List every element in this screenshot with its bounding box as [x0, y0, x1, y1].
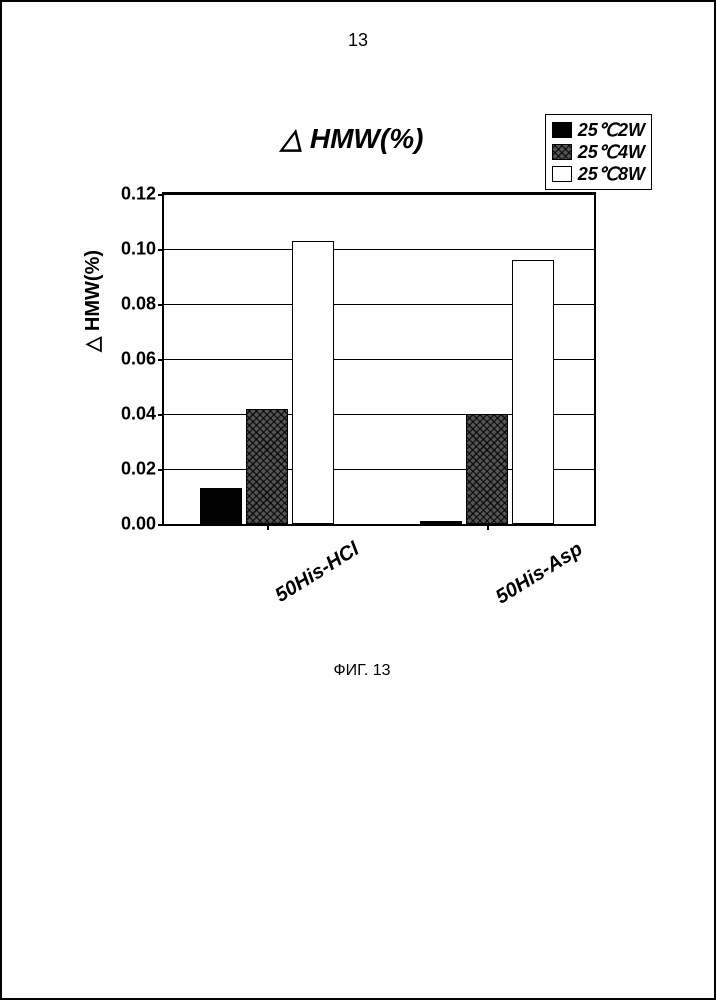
bar	[246, 409, 288, 525]
bar	[512, 260, 554, 524]
legend-item: 25℃2W	[552, 119, 645, 141]
category-label: 50His-HCl	[271, 538, 363, 608]
legend-item: 25℃4W	[552, 141, 645, 163]
page-number: 13	[2, 30, 714, 51]
legend-label: 25℃8W	[578, 163, 645, 185]
y-tick-mark	[158, 249, 164, 251]
x-tick-mark	[487, 524, 489, 530]
bar	[420, 521, 462, 524]
legend-label: 25℃4W	[578, 141, 645, 163]
gridline	[164, 194, 594, 195]
gridline	[164, 249, 594, 250]
legend-label: 25℃2W	[578, 119, 645, 141]
y-tick-mark	[158, 359, 164, 361]
y-tick-mark	[158, 524, 164, 526]
legend-swatch-0	[552, 122, 572, 138]
plot-area: 0.000.020.040.060.080.100.1250His-HCl50H…	[162, 192, 596, 526]
y-axis-label: △ HMW(%)	[80, 250, 105, 352]
bar	[200, 488, 242, 524]
bar	[466, 414, 508, 524]
chart-title: △ HMW(%)	[202, 122, 502, 155]
y-tick-mark	[158, 469, 164, 471]
legend: 25℃2W 25℃4W 25℃8W	[545, 114, 652, 190]
legend-swatch-2	[552, 166, 572, 182]
legend-swatch-1	[552, 144, 572, 160]
y-tick-mark	[158, 194, 164, 196]
figure-caption: ФИГ. 13	[82, 662, 642, 680]
y-tick-mark	[158, 414, 164, 416]
legend-item: 25℃8W	[552, 163, 645, 185]
bar	[292, 241, 334, 524]
x-tick-mark	[267, 524, 269, 530]
page: 13 △ HMW(%) 25℃2W 25℃4W 25℃8W △ HMW(%) 0…	[0, 0, 716, 1000]
category-label: 50His-Asp	[492, 538, 587, 609]
y-tick-mark	[158, 304, 164, 306]
